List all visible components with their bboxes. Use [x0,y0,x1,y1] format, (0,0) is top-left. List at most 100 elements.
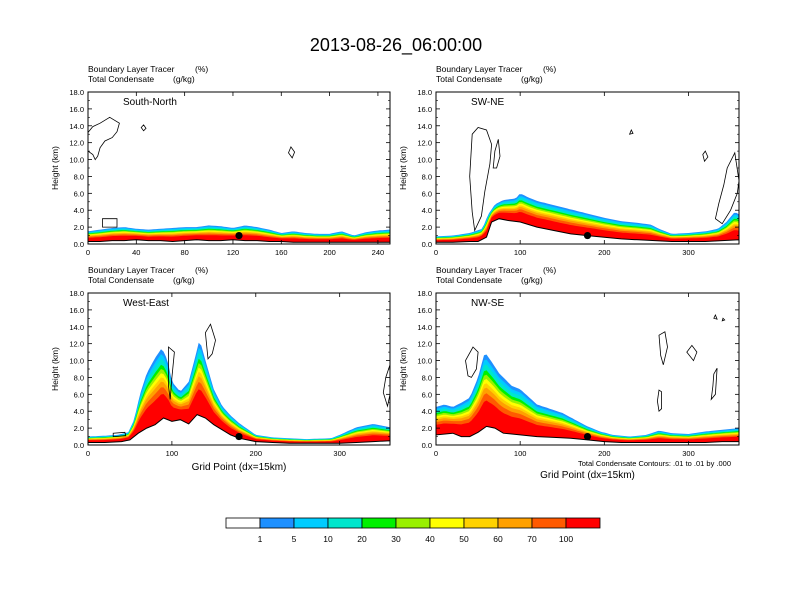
site-marker [583,231,592,240]
y-tick-label: 4.0 [74,407,84,416]
condensate-contour-4 [102,218,118,228]
panel-label: SW-NE [471,97,504,108]
x-tick-label: 80 [180,248,188,257]
condensate-contour-2 [658,331,668,365]
y-tick-label: 6.0 [422,189,432,198]
y-tick-label: 12.0 [69,139,84,148]
colorbar-label: 20 [357,534,367,544]
condensate-contour-2 [140,124,147,132]
condensate-contour-3 [686,344,698,362]
condensate-contour-1 [465,346,479,378]
plot-title-right-1: (%) [195,64,208,74]
plot-title-right-2: (g/kg) [521,275,543,285]
panel-label: West-East [123,298,169,309]
y-tick-label: 10.0 [69,156,84,165]
y-tick-label: 8.0 [74,373,84,382]
x-tick-label: 200 [598,248,611,257]
y-tick-label: 8.0 [74,172,84,181]
colorbar-swatch-9 [497,517,533,529]
y-axis-label: Height (km) [50,146,60,190]
condensate-contour-3 [702,150,709,163]
y-tick-label: 0.0 [422,441,432,450]
panel-label: South-North [123,97,177,108]
colorbar-swatch-4 [327,517,363,529]
y-tick-label: 16.0 [417,306,432,315]
colorbar-label: 10 [323,534,333,544]
terrain [87,414,391,446]
x-tick-label: 100 [514,248,527,257]
colorbar-label: 5 [292,534,297,544]
plot-title-right-1: (%) [543,265,556,275]
panel-sw-ne: Boundary Layer Tracer (%) Total Condensate… [398,64,740,257]
site-marker [235,432,243,441]
y-tick-label: 6.0 [74,390,84,399]
colorbar-label: 70 [527,534,537,544]
y-tick-label: 6.0 [74,189,84,198]
colorbar-swatch-2 [259,517,295,529]
y-tick-label: 0.0 [74,240,84,249]
y-tick-label: 18.0 [69,289,84,298]
plot-title-left-2: Total Condensate [436,275,502,285]
site-marker [235,231,243,240]
y-tick-label: 16.0 [417,105,432,114]
y-tick-label: 8.0 [422,172,432,181]
panel-west-east: Boundary Layer Tracer (%) Total Condensate… [50,265,391,473]
plot-title-left-1: Boundary Layer Tracer [436,64,523,74]
colorbar: 1 5 10 20 30 40 50 60 70 100 [225,517,601,544]
y-tick-label: 0.0 [74,441,84,450]
x-tick-label: 240 [372,248,385,257]
y-tick-label: 8.0 [422,373,432,382]
y-tick-label: 4.0 [74,206,84,215]
x-tick-label: 200 [598,449,611,458]
x-tick-label: 160 [275,248,288,257]
panel-label: NW-SE [471,298,504,309]
condensate-contour-7 [656,389,662,413]
x-tick-label: 120 [227,248,240,257]
y-axis-label: Height (km) [398,146,408,190]
x-tick-label: 0 [434,449,438,458]
y-tick-label: 16.0 [69,306,84,315]
x-axis-label: Grid Point (dx=15km) [192,462,287,473]
x-axis-label: Grid Point (dx=15km) [540,470,635,481]
x-tick-label: 0 [86,248,90,257]
plot-title-right-2: (g/kg) [173,74,195,84]
colorbar-swatch-1 [225,517,261,529]
colorbar-label: 100 [559,534,573,544]
terrain [435,425,740,446]
y-tick-label: 12.0 [417,139,432,148]
condensate-contour-4 [714,151,740,225]
condensate-contour-2 [204,323,216,360]
x-tick-label: 100 [166,449,179,458]
terrain [435,218,740,245]
plot-title-right-1: (%) [543,64,556,74]
y-tick-label: 0.0 [422,240,432,249]
condensate-contour-5 [713,314,718,320]
colorbar-swatch-3 [293,517,329,529]
y-tick-label: 14.0 [69,323,84,332]
colorbar-label: 50 [459,534,469,544]
plot-title-left-2: Total Condensate [436,74,502,84]
y-tick-label: 14.0 [417,122,432,131]
x-tick-label: 200 [250,449,263,458]
plot-frame [87,91,391,245]
x-tick-label: 300 [333,449,346,458]
condensate-contour-1 [87,116,120,161]
condensate-contour-3 [288,146,296,159]
condensate-contour-3 [382,364,391,408]
y-axis-label: Height (km) [50,347,60,391]
y-tick-label: 4.0 [422,407,432,416]
site-marker [583,432,592,441]
terrain [87,239,391,245]
condensate-contour-4 [112,431,127,438]
panel-south-north: Boundary Layer Tracer (%) Total Condensate… [50,64,391,257]
condensate-contour-5 [628,129,634,135]
condensate-contour-6 [721,317,726,322]
colorbar-swatch-11 [565,517,601,529]
y-tick-label: 2.0 [74,223,84,232]
y-tick-label: 14.0 [69,122,84,131]
x-tick-label: 100 [514,449,527,458]
y-tick-label: 2.0 [74,424,84,433]
condensate-contour-4 [710,368,718,401]
y-tick-label: 18.0 [417,289,432,298]
